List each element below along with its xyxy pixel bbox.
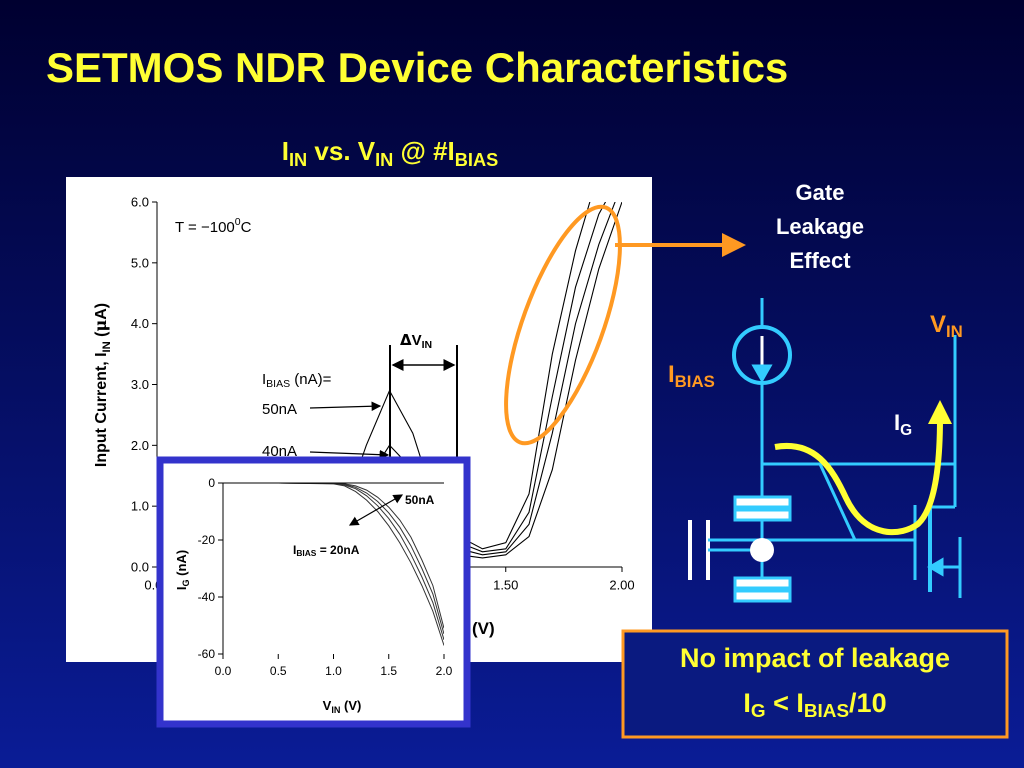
label-part: = 20nA: [316, 543, 359, 557]
x-tick-label: 2.0: [436, 664, 453, 678]
delta-vin-label: ΔVIN: [400, 331, 432, 351]
y-axis-label: IG (nA): [174, 550, 191, 590]
x-tick-label: 1.5: [380, 664, 397, 678]
label-line: Effect: [789, 248, 851, 273]
label-line: Gate: [796, 180, 845, 205]
pointer-arrow: [309, 401, 382, 412]
leakage-path: [774, 417, 943, 536]
series-label: 40nA: [262, 443, 297, 460]
vin-label: VIN: [930, 311, 963, 341]
label-part: IN: [101, 341, 113, 352]
label-part: I: [293, 543, 296, 557]
x-tick-label: 0.0: [215, 664, 232, 678]
x-tick-label: 2.00: [609, 577, 634, 592]
range-arrow: [348, 494, 404, 526]
inset-frame: [156, 456, 471, 728]
ig-label: IG: [894, 410, 912, 439]
y-tick-label: 4.0: [131, 316, 149, 331]
label-part: BIAS: [675, 372, 715, 391]
circuit: [688, 298, 962, 603]
x-axis-label: (V): [472, 619, 495, 638]
conclusion-box: [621, 629, 1009, 739]
x-tick-label: 1.0: [325, 664, 342, 678]
label-part: (nA)=: [290, 371, 332, 388]
conclusion-line: No impact of leakage: [680, 643, 950, 673]
y-tick-label: 0.0: [131, 560, 149, 575]
label-line: Leakage: [776, 214, 864, 239]
label-part: A): [93, 303, 110, 320]
island: [750, 538, 774, 562]
label-part: T = −100: [175, 219, 235, 236]
title-part: IN: [375, 150, 393, 170]
ibias-source-label: IBIAS: [668, 361, 715, 391]
y-tick-label: -20: [198, 533, 216, 547]
conclusion-line: IG < IBIAS/10: [743, 688, 886, 722]
y-tick-label: 0: [208, 476, 215, 490]
x-tick-label: 0.5: [270, 664, 287, 678]
y-tick-label: -60: [198, 647, 216, 661]
label-part: (: [93, 331, 110, 341]
label-part: I: [174, 587, 189, 591]
label-part: V: [323, 698, 332, 713]
label-part: G: [751, 701, 766, 722]
title-part: I: [282, 136, 289, 166]
label-part: V: [930, 311, 946, 338]
y-axis-label: Input Current, IIN (μA): [91, 303, 113, 467]
gate-leakage-label: Gate Leakage Effect: [776, 180, 864, 273]
label-part: BIAS: [296, 548, 316, 558]
y-tick-label: -40: [198, 590, 216, 604]
label-part: /10: [849, 688, 887, 718]
label-part: IN: [946, 322, 963, 341]
label-part: IN: [331, 705, 340, 715]
tunnel-junction: [733, 508, 792, 522]
label-part: I: [743, 688, 751, 718]
label-part: BIAS: [266, 378, 290, 390]
x-tick-label: 1.50: [493, 577, 518, 592]
slide-title: SETMOS NDR Device Characteristics: [46, 44, 788, 91]
label-part: I: [894, 410, 900, 435]
title-part: IN: [289, 150, 307, 170]
ibias-label: IBIAS (nA)=: [262, 371, 332, 390]
title-part: vs. V: [307, 136, 376, 166]
label-part: IN: [422, 339, 433, 351]
x-axis-label: VIN (V): [323, 698, 362, 715]
label-part: 0: [235, 216, 241, 228]
pointer-arrow: [309, 449, 390, 460]
leakage-arrow-head: [928, 400, 952, 424]
label-part: C: [241, 219, 252, 236]
ibias-label: IBIAS = 20nA: [293, 543, 360, 558]
label-part: V: [412, 332, 422, 349]
y-tick-label: 6.0: [131, 195, 149, 210]
label-part: Input Current, I: [93, 352, 110, 467]
label-part: I: [668, 361, 675, 388]
temperature-label: T = −1000C: [175, 216, 252, 236]
highlight-ellipse: [504, 204, 622, 446]
label-part: I: [262, 371, 266, 388]
label-part: BIAS: [804, 701, 849, 722]
tunnel-junction: [733, 495, 792, 509]
chart-title: IIN vs. VIN @ #IBIAS: [282, 136, 498, 170]
tunnel-junction: [733, 576, 792, 590]
label-part: G: [900, 422, 912, 439]
series-label: 50nA: [262, 401, 297, 418]
label-part: (nA): [174, 550, 189, 580]
series-label: 50nA: [405, 493, 435, 507]
label-part: μ: [91, 319, 110, 331]
title-part: BIAS: [455, 150, 498, 170]
y-tick-label: 5.0: [131, 255, 149, 270]
title-part: @ #I: [393, 136, 454, 166]
label-part: G: [181, 579, 191, 586]
tunnel-junction: [733, 589, 792, 603]
y-tick-label: 3.0: [131, 377, 149, 392]
inset-chart: 0-20-40-600.0 0.5 1.0 1.5 2.0 IG (nA) VIN (V…: [174, 476, 453, 715]
y-tick-label: 1.0: [131, 499, 149, 514]
source-arrow-head: [927, 557, 944, 577]
source-arrow-head: [751, 364, 773, 384]
label-part: < I: [766, 688, 804, 718]
label-part: (V): [340, 698, 361, 713]
y-tick-label: 2.0: [131, 438, 149, 453]
label-part: Δ: [400, 331, 412, 349]
